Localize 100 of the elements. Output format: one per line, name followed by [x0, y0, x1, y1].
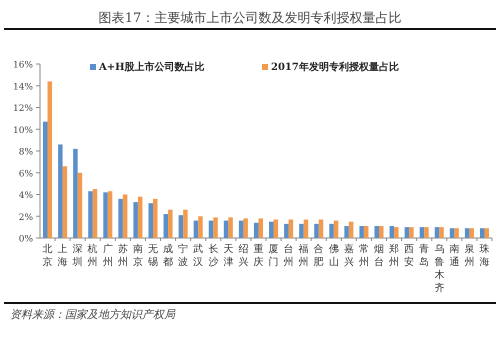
bar: [484, 228, 489, 238]
bar: [404, 227, 410, 238]
bar: [164, 214, 168, 238]
bar: [304, 220, 308, 238]
text: 资料来源：国家及地方知识产权局: [10, 308, 176, 321]
bar: [238, 220, 244, 238]
y-tick-label: 16%: [12, 60, 34, 70]
y-tick-label: 12%: [12, 104, 34, 114]
bar: [254, 222, 258, 238]
bar: [439, 227, 444, 238]
x-tick-label: 西安: [404, 244, 414, 268]
x-tick-label: 嘉兴: [344, 243, 354, 268]
bar: [92, 189, 98, 238]
bar: [43, 122, 48, 238]
bar: [148, 203, 153, 238]
bar: [344, 226, 349, 238]
bar: [258, 218, 263, 238]
bar: [153, 198, 158, 238]
bar: [288, 220, 294, 238]
x-tick-label: 上海: [58, 243, 68, 268]
x-tick-label: 台州: [284, 243, 294, 268]
bar: [228, 217, 233, 238]
bar: [374, 226, 379, 238]
x-tick-label: 无锡: [147, 244, 158, 268]
x-tick-label: 北京: [42, 243, 53, 268]
bar: [348, 222, 354, 238]
bar: [78, 172, 82, 238]
bar: [58, 144, 63, 238]
bar: [269, 222, 274, 238]
bar: [420, 227, 424, 238]
x-tick-label: 厦门: [268, 244, 279, 268]
bar: [450, 228, 454, 238]
bar: [198, 216, 203, 238]
x-tick-label: 乌鲁木齐: [434, 243, 444, 294]
x-tick-label: 武汉: [193, 243, 204, 268]
bar: [138, 196, 142, 238]
x-tick-label: 成都: [163, 243, 174, 268]
x-tick-label: 南通: [449, 243, 460, 268]
bar: [88, 191, 93, 238]
bar: [48, 81, 52, 238]
bar: [318, 220, 324, 238]
bar: [409, 227, 414, 238]
bar: [108, 191, 112, 238]
x-tick-label: 深圳: [72, 243, 83, 268]
bar: [359, 226, 364, 238]
legend-label: 2017年发明专利授权量占比: [271, 61, 399, 73]
x-tick-label: 宁波: [178, 243, 188, 268]
x-tick-label: 杭州: [86, 243, 98, 268]
y-tick-label: 2%: [18, 212, 34, 223]
bar: [168, 210, 173, 238]
x-tick-label: 郑州: [389, 243, 400, 268]
y-tick-label: 6%: [18, 169, 34, 180]
bar: [454, 228, 459, 238]
bar: [274, 220, 278, 238]
x-tick-label: 佛山: [328, 244, 339, 268]
bar: [480, 228, 484, 238]
bar: [434, 227, 440, 238]
bar: [379, 226, 384, 238]
bar: [213, 217, 218, 238]
x-tick-label: 青岛: [419, 243, 430, 268]
bar: [183, 210, 188, 238]
x-tick-label: 泉州: [464, 243, 474, 268]
bar: [394, 227, 399, 238]
bar: [314, 224, 319, 238]
bar: [133, 202, 138, 238]
legend-label: A+H股上市公司数占比: [98, 61, 205, 73]
bar: [224, 220, 228, 238]
x-tick-label: 天津: [223, 244, 234, 268]
x-tick-label: 长沙: [208, 243, 218, 268]
bar: [424, 227, 429, 238]
bar: [62, 166, 68, 238]
bar: [329, 224, 334, 238]
bar: [464, 228, 470, 238]
x-tick-label: 烟台: [374, 243, 384, 268]
bar: [103, 192, 108, 238]
bar: [194, 220, 198, 238]
y-tick-label: 10%: [12, 126, 34, 136]
y-tick-label: 4%: [18, 191, 34, 201]
y-tick-label: 8%: [18, 148, 34, 158]
bar: [364, 226, 368, 238]
bar: [299, 224, 304, 238]
x-tick-label: 重庆: [253, 243, 264, 268]
bar: [208, 220, 214, 238]
chart-title: 图表17：主要城市上市公司数及发明专利授权量占比: [98, 10, 402, 26]
x-tick-label: 福州: [298, 243, 309, 268]
x-tick-label: 苏州: [118, 243, 128, 268]
x-tick-label: 珠海: [479, 243, 490, 268]
bar: [73, 148, 78, 238]
x-tick-label: 南京: [132, 243, 143, 268]
bar: [122, 194, 128, 238]
bar: [118, 198, 123, 238]
bar: [284, 224, 289, 238]
x-tick-label: 常州: [358, 243, 369, 268]
bar: [178, 215, 184, 238]
x-tick-label: 绍兴: [238, 243, 248, 268]
bar: [243, 218, 248, 238]
bar: [469, 228, 474, 238]
bar: [390, 226, 394, 238]
x-tick-label: 合肥: [314, 243, 324, 268]
y-tick-label: 14%: [12, 82, 34, 92]
